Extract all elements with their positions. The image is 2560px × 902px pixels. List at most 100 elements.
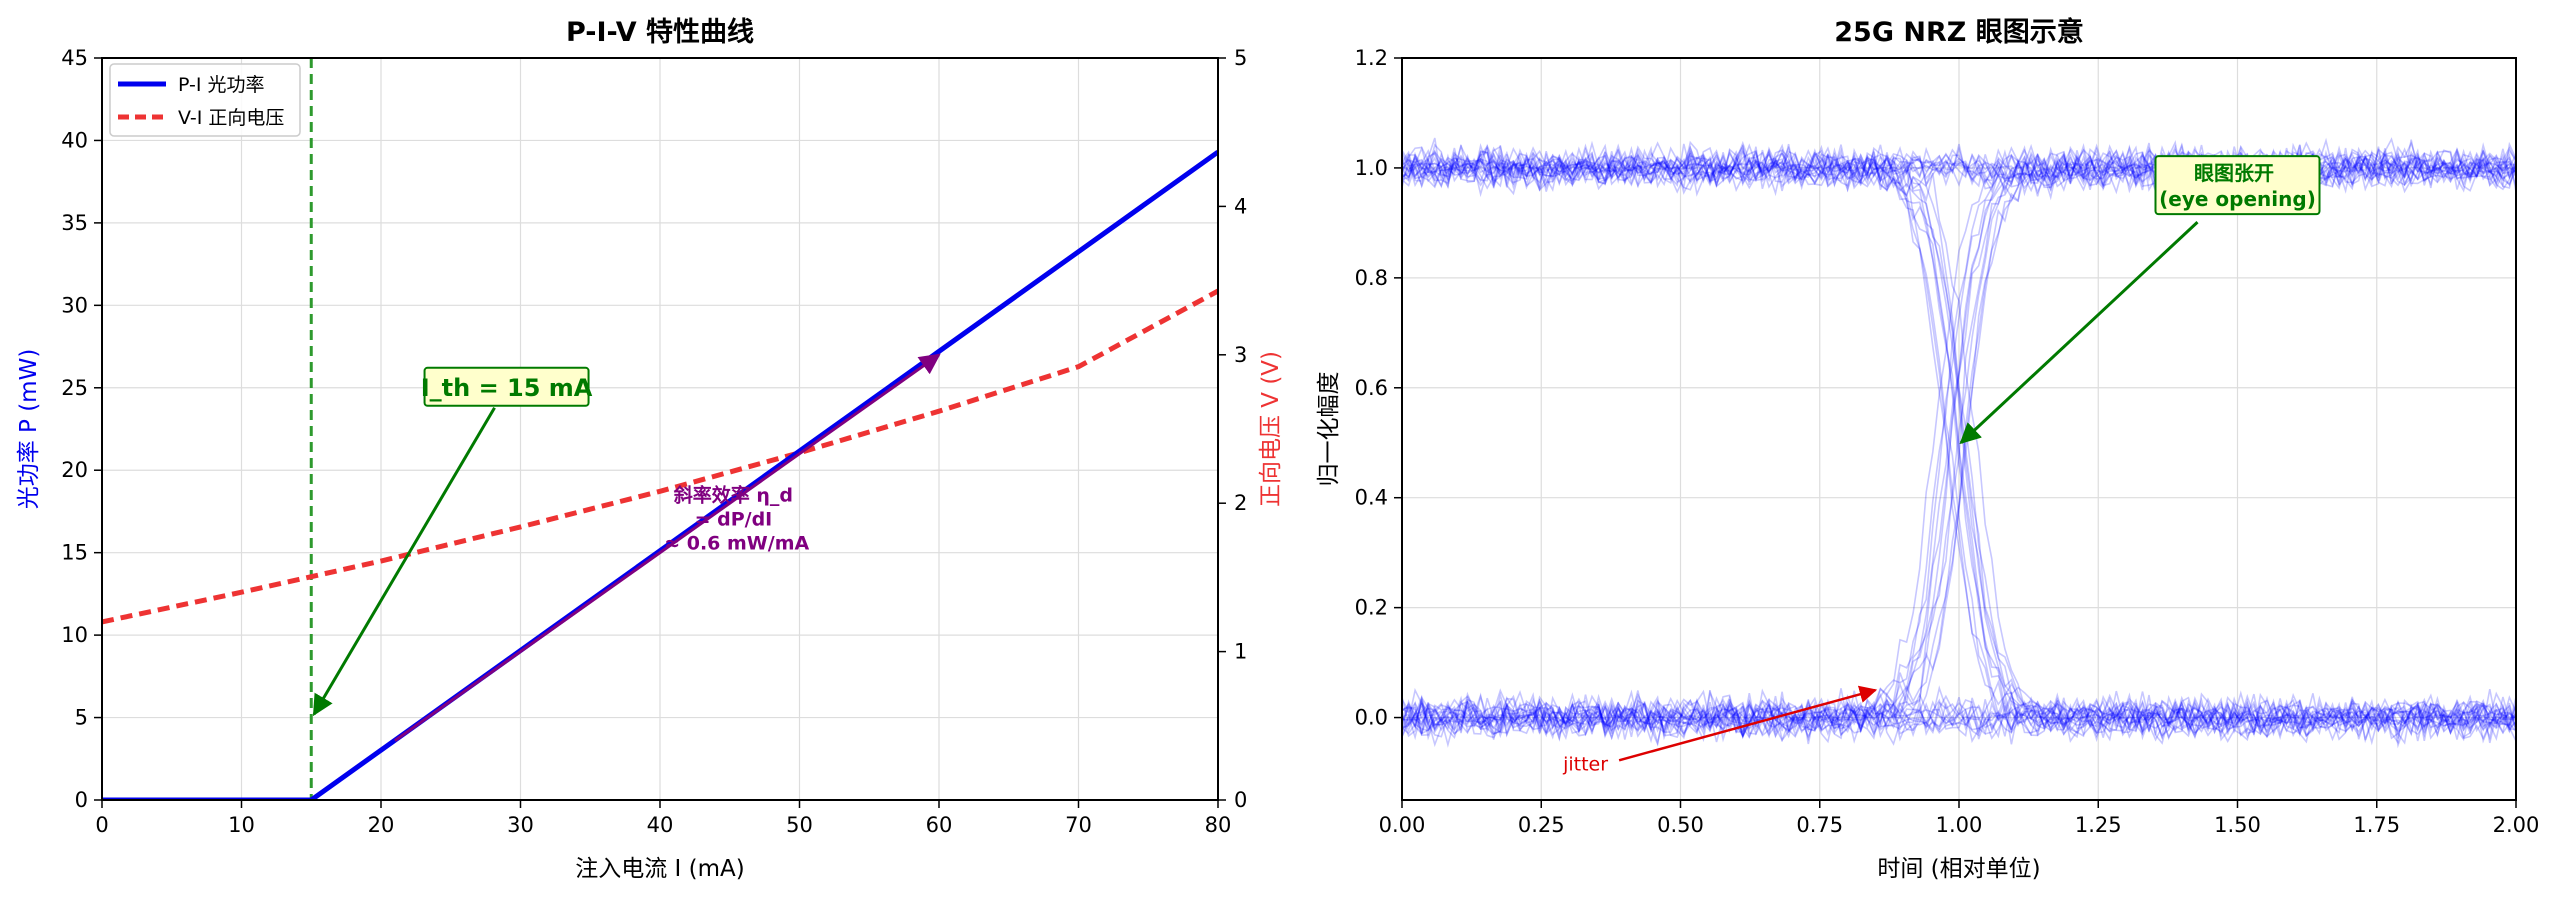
eye-trace [1402,143,2516,741]
piv-y-tick-label: 25 [61,376,88,400]
piv-y-tick-label: 20 [61,458,88,482]
piv-x-tick-label: 20 [368,813,395,837]
piv-y-tick-label: 15 [61,541,88,565]
piv-x-tick-label: 70 [1065,813,1092,837]
eye-y-axis-label: 归一化幅度 [1316,372,1342,487]
piv-series [102,58,1218,800]
eye-trace [1402,139,2516,197]
eye-x-tick-label: 0.25 [1518,813,1565,837]
threshold-annotation-label: I_th = 15 mA [421,374,593,402]
eye-trace [1402,143,2516,735]
eye-opening-box [2154,155,2321,216]
eye-trace [1402,140,2516,198]
slope-annotation-line-3: ≈ 0.6 mW/mA [664,532,809,554]
eye-x-tick-label: 1.75 [2353,813,2400,837]
eye-trace [1402,143,2516,734]
eye-annotations: 眼图张开 (eye opening) jitter [1562,155,2321,775]
eye-y-tick-label: 0.4 [1355,486,1388,510]
eye-y-tick-label: 1.2 [1355,46,1388,70]
piv-x-tick-label: 10 [228,813,255,837]
legend-label-vi: V-I 正向电压 [178,107,284,129]
eye-trace [1402,691,2516,744]
eye-trace [1402,142,2516,199]
piv-grid [101,57,1219,801]
eye-trace [1402,143,2516,195]
eye-trace [1402,140,2516,738]
vi-voltage-line [102,288,1218,625]
eye-trace [1402,148,2516,741]
eye-trace [1402,143,2516,741]
slope-efficiency-annotation: 斜率效率 η_d = dP/dI ≈ 0.6 mW/mA [664,483,809,554]
slope-annotation-line-2: = dP/dI [695,508,773,530]
eye-trace [1402,693,2516,745]
eye-chart-title: 25G NRZ 眼图示意 [1834,16,2084,48]
eye-trace [1402,145,2516,742]
piv-x-tick-label: 0 [95,813,108,837]
eye-trace [1402,142,2516,741]
eye-trace [1402,150,2516,749]
piv-y-tick-label: 10 [61,623,88,647]
piv-y-axis-label: 光功率 P (mW) [16,349,42,510]
piv-y-tick-label: 30 [61,293,88,317]
eye-trace [1402,140,2516,197]
threshold-annotation-box [423,366,590,407]
piv-x-tick-label: 40 [647,813,674,837]
eye-trace [1402,144,2516,746]
pi-power-line [102,149,1218,800]
legend-label-pi: P-I 光功率 [178,74,265,96]
eye-y-tick-label: 0.8 [1355,266,1388,290]
slope-efficiency-arrow [394,353,941,742]
eye-y-tick-label: 0.0 [1355,706,1388,730]
eye-trace [1402,148,2516,740]
eye-trace [1402,146,2516,746]
eye-trace [1402,144,2516,192]
eye-opening-line-2: (eye opening) [2159,187,2316,211]
eye-trace [1402,685,2516,745]
eye-trace [1402,146,2516,739]
eye-trace [1402,137,2516,744]
eye-trace [1402,146,2516,748]
eye-x-ticks: 0.00 0.25 0.50 0.75 1.00 1.25 1.50 1.75 2.00 [1379,800,2540,837]
piv-y-tick-label: 0 [75,788,88,812]
threshold-annotation-arrow [312,407,496,717]
eye-x-tick-label: 1.25 [2075,813,2122,837]
eye-trace [1402,143,2516,745]
eye-opening-line-1: 眼图张开 [2194,161,2274,185]
eye-trace [1402,145,2516,735]
eye-y-ticks: 0.0 0.2 0.4 0.6 0.8 1.0 1.2 [1355,46,1402,730]
eye-trace [1402,141,2516,744]
eye-y-tick-label: 0.2 [1355,596,1388,620]
eye-x-tick-label: 0.75 [1796,813,1843,837]
jitter-arrow [1618,685,1878,762]
piv-y-tick-label: 45 [61,46,88,70]
eye-x-tick-label: 2.00 [2493,813,2540,837]
jitter-label: jitter [1562,753,1608,775]
piv-y2-tick-label: 1 [1234,640,1247,664]
eye-trace [1402,143,2516,193]
eye-x-axis-label: 时间 (相对单位) [1877,856,2040,882]
eye-trace [1402,689,2516,744]
eye-y-tick-label: 0.6 [1355,376,1388,400]
piv-y2-tick-label: 2 [1234,491,1247,515]
piv-y2-axis-label: 正向电压 V (V) [1258,351,1284,507]
piv-x-tick-label: 30 [507,813,534,837]
eye-opening-label: 眼图张开 (eye opening) [2159,161,2316,211]
eye-y-tick-label: 1.0 [1355,156,1388,180]
eye-trace [1402,688,2516,745]
piv-x-ticks: 0 10 20 30 40 50 60 70 80 [95,800,1231,837]
eye-x-tick-label: 0.50 [1657,813,1704,837]
eye-trace [1402,137,2516,742]
eye-trace [1402,689,2516,743]
eye-trace [1402,142,2516,739]
eye-trace [1402,137,2516,197]
eye-trace [1402,143,2516,739]
eye-trace [1402,692,2516,743]
piv-x-tick-label: 50 [786,813,813,837]
eye-trace [1402,693,2516,746]
piv-chart: P-I-V 特性曲线 0 10 20 30 40 50 60 70 80 05101520253… [16,17,1284,882]
piv-y-tick-label: 35 [61,211,88,235]
slope-annotation-line-1: 斜率效率 η_d [673,483,793,506]
piv-annotations: I_th = 15 mA 斜率效率 η_d = dP/dI ≈ 0.6 mW/m… [312,366,810,717]
eye-trace [1402,693,2516,748]
